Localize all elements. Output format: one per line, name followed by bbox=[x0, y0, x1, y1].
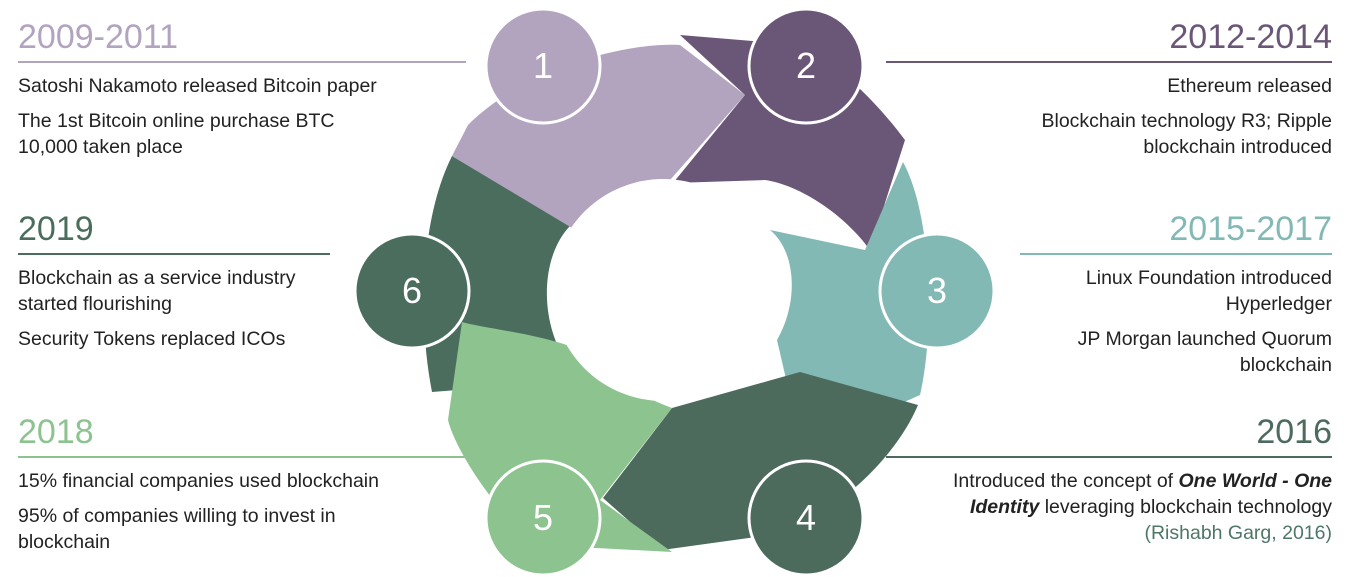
panel-2012-2014: 2012-2014 Ethereum released Blockchain t… bbox=[886, 17, 1332, 169]
badge-6 bbox=[353, 232, 471, 350]
panel-year: 2019 bbox=[18, 210, 94, 248]
panel-line: Satoshi Nakamoto released Bitcoin paper bbox=[18, 75, 377, 97]
panel-2016: 2016 Introduced the concept of One World… bbox=[886, 412, 1332, 546]
panel-divider bbox=[886, 456, 1332, 458]
badge-5 bbox=[484, 459, 602, 577]
citation: (Rishabh Garg, 2016) bbox=[1144, 522, 1332, 544]
panel-line: Ethereum released bbox=[1167, 75, 1332, 97]
segment-4 bbox=[603, 372, 918, 550]
line-text: Introduced the concept of bbox=[953, 470, 1179, 492]
panel-line: Linux Foundation introduced Hyperledger bbox=[1085, 267, 1332, 315]
panel-divider bbox=[1020, 253, 1332, 255]
panel-line: Blockchain technology R3; Ripple blockch… bbox=[1041, 110, 1332, 158]
panel-divider bbox=[886, 61, 1332, 63]
badge-3-number: 3 bbox=[927, 270, 947, 311]
panel-line: Security Tokens replaced ICOs bbox=[18, 328, 286, 350]
badge-4-number: 4 bbox=[796, 497, 816, 538]
badge-1-number: 1 bbox=[533, 45, 553, 86]
panel-year: 2015-2017 bbox=[1169, 210, 1332, 248]
panel-line: 15% financial companies used blockchain bbox=[18, 470, 379, 492]
panel-2015-2017: 2015-2017 Linux Foundation introduced Hy… bbox=[1020, 209, 1332, 387]
line-text: leveraging blockchain technology bbox=[1039, 496, 1332, 518]
emphasis-text: Identity bbox=[969, 496, 1040, 518]
badge-2-number: 2 bbox=[796, 45, 816, 86]
badge-5-number: 5 bbox=[533, 497, 553, 538]
panel-line: Blockchain as a service industry started… bbox=[18, 267, 296, 315]
panel-2018: 2018 15% financial companies used blockc… bbox=[18, 412, 466, 564]
panel-line: 95% of companies willing to invest in bl… bbox=[18, 505, 336, 553]
panel-line: The 1st Bitcoin online purchase BTC 10,0… bbox=[18, 110, 335, 158]
badge-3 bbox=[878, 232, 996, 350]
panel-year: 2018 bbox=[18, 413, 94, 451]
panel-divider bbox=[18, 456, 466, 458]
panel-year: 2009-2011 bbox=[18, 18, 179, 56]
center-hole bbox=[552, 179, 774, 401]
panel-line: Introduced the concept of One World - On… bbox=[902, 468, 1332, 546]
panel-2019: 2019 Blockchain as a service industry st… bbox=[18, 209, 330, 361]
panel-year: 2012-2014 bbox=[1169, 18, 1332, 56]
badge-4 bbox=[747, 459, 865, 577]
panel-divider bbox=[18, 253, 330, 255]
panel-divider bbox=[18, 61, 466, 63]
badge-6-number: 6 bbox=[402, 270, 422, 311]
panel-2009-2011: 2009-2011 Satoshi Nakamoto released Bitc… bbox=[18, 17, 466, 169]
emphasis-text: One World - One bbox=[1178, 470, 1332, 492]
panel-line: JP Morgan launched Quorum blockchain bbox=[1077, 328, 1332, 376]
badge-1 bbox=[484, 7, 602, 125]
panel-year: 2016 bbox=[1256, 413, 1332, 451]
badge-2 bbox=[747, 7, 865, 125]
